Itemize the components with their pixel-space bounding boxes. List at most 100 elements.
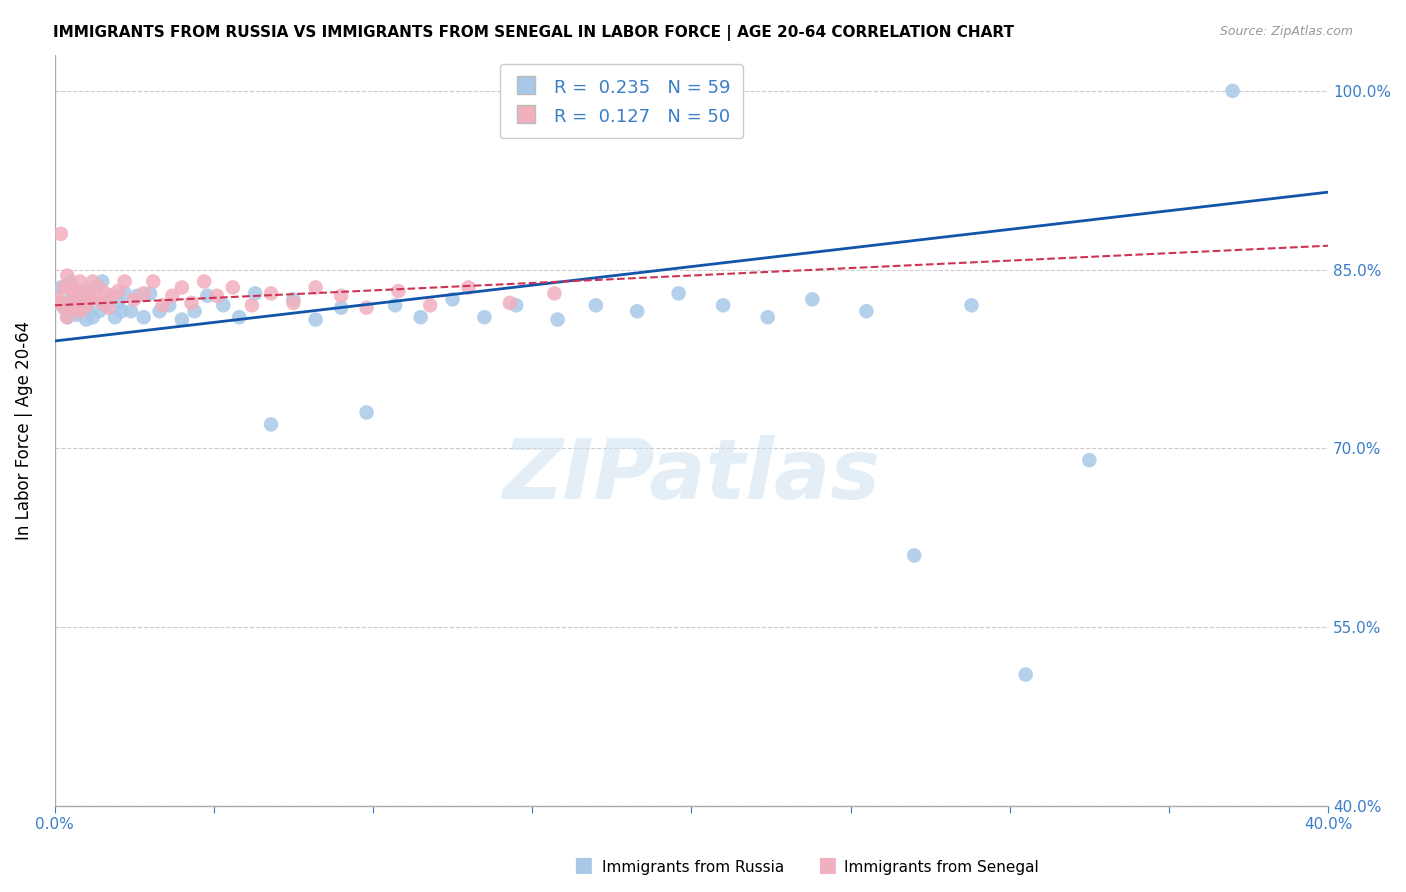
- Text: Source: ZipAtlas.com: Source: ZipAtlas.com: [1219, 25, 1353, 38]
- Point: [260, 286, 283, 301]
- Point: [356, 301, 378, 315]
- Point: [387, 284, 409, 298]
- Point: [82, 275, 104, 289]
- Point: [56, 268, 79, 283]
- Point: [107, 284, 129, 298]
- Point: [457, 280, 479, 294]
- Point: [46, 296, 69, 310]
- Point: [94, 298, 117, 312]
- Point: [82, 310, 104, 325]
- Point: [668, 286, 690, 301]
- Point: [87, 304, 110, 318]
- Point: [84, 280, 107, 294]
- Point: [157, 298, 180, 312]
- Point: [75, 284, 97, 298]
- Point: [356, 405, 378, 419]
- Legend: R =  0.235   N = 59, R =  0.127   N = 50: R = 0.235 N = 59, R = 0.127 N = 50: [499, 64, 742, 138]
- Point: [384, 298, 406, 312]
- Point: [585, 298, 607, 312]
- Point: [84, 289, 107, 303]
- Point: [56, 310, 79, 325]
- Point: [1222, 84, 1244, 98]
- Point: [120, 304, 142, 318]
- Point: [79, 293, 101, 307]
- Point: [69, 275, 91, 289]
- Point: [1078, 453, 1101, 467]
- Point: [855, 304, 877, 318]
- Point: [149, 304, 172, 318]
- Text: IMMIGRANTS FROM RUSSIA VS IMMIGRANTS FROM SENEGAL IN LABOR FORCE | AGE 20-64 COR: IMMIGRANTS FROM RUSSIA VS IMMIGRANTS FRO…: [53, 25, 1014, 41]
- Point: [304, 280, 326, 294]
- Point: [801, 293, 824, 307]
- Y-axis label: In Labor Force | Age 20-64: In Labor Force | Age 20-64: [15, 321, 32, 540]
- Point: [626, 304, 648, 318]
- Point: [170, 280, 193, 294]
- Point: [240, 298, 263, 312]
- Point: [69, 298, 91, 312]
- Point: [91, 296, 114, 310]
- Point: [903, 549, 925, 563]
- Point: [132, 310, 155, 325]
- Point: [441, 293, 464, 307]
- Point: [212, 298, 235, 312]
- Point: [330, 289, 353, 303]
- Point: [46, 293, 69, 307]
- Text: ■: ■: [817, 855, 837, 875]
- Point: [283, 293, 305, 307]
- Point: [87, 280, 110, 294]
- Point: [183, 304, 205, 318]
- Point: [62, 304, 84, 318]
- Point: [69, 304, 91, 318]
- Point: [139, 286, 162, 301]
- Point: [193, 275, 215, 289]
- Point: [72, 286, 94, 301]
- Point: [505, 298, 527, 312]
- Point: [960, 298, 983, 312]
- Point: [162, 289, 184, 303]
- Point: [91, 275, 114, 289]
- Point: [101, 289, 124, 303]
- Point: [283, 296, 305, 310]
- Point: [419, 298, 441, 312]
- Point: [49, 280, 72, 294]
- Point: [543, 286, 565, 301]
- Point: [62, 289, 84, 303]
- Point: [59, 280, 82, 294]
- Point: [97, 301, 120, 315]
- Point: [59, 293, 82, 307]
- Point: [49, 296, 72, 310]
- Point: [101, 289, 124, 303]
- Point: [49, 227, 72, 241]
- Point: [260, 417, 283, 432]
- Point: [304, 312, 326, 326]
- Point: [107, 296, 129, 310]
- Point: [474, 310, 496, 325]
- Point: [53, 301, 76, 315]
- Point: [114, 286, 136, 301]
- Point: [122, 293, 145, 307]
- Point: [72, 301, 94, 315]
- Point: [53, 301, 76, 315]
- Point: [62, 301, 84, 315]
- Point: [228, 310, 250, 325]
- Point: [205, 289, 228, 303]
- Text: ■: ■: [574, 855, 593, 875]
- Point: [409, 310, 432, 325]
- Point: [110, 304, 132, 318]
- Point: [132, 286, 155, 301]
- Point: [547, 312, 569, 326]
- Point: [1014, 667, 1036, 681]
- Point: [53, 280, 76, 294]
- Point: [152, 298, 174, 312]
- Point: [59, 275, 82, 289]
- Point: [180, 296, 202, 310]
- Point: [330, 301, 353, 315]
- Point: [94, 286, 117, 301]
- Point: [72, 289, 94, 303]
- Point: [127, 289, 149, 303]
- Text: Immigrants from Russia: Immigrants from Russia: [602, 860, 785, 874]
- Point: [222, 280, 245, 294]
- Point: [56, 310, 79, 325]
- Point: [170, 312, 193, 326]
- Point: [79, 293, 101, 307]
